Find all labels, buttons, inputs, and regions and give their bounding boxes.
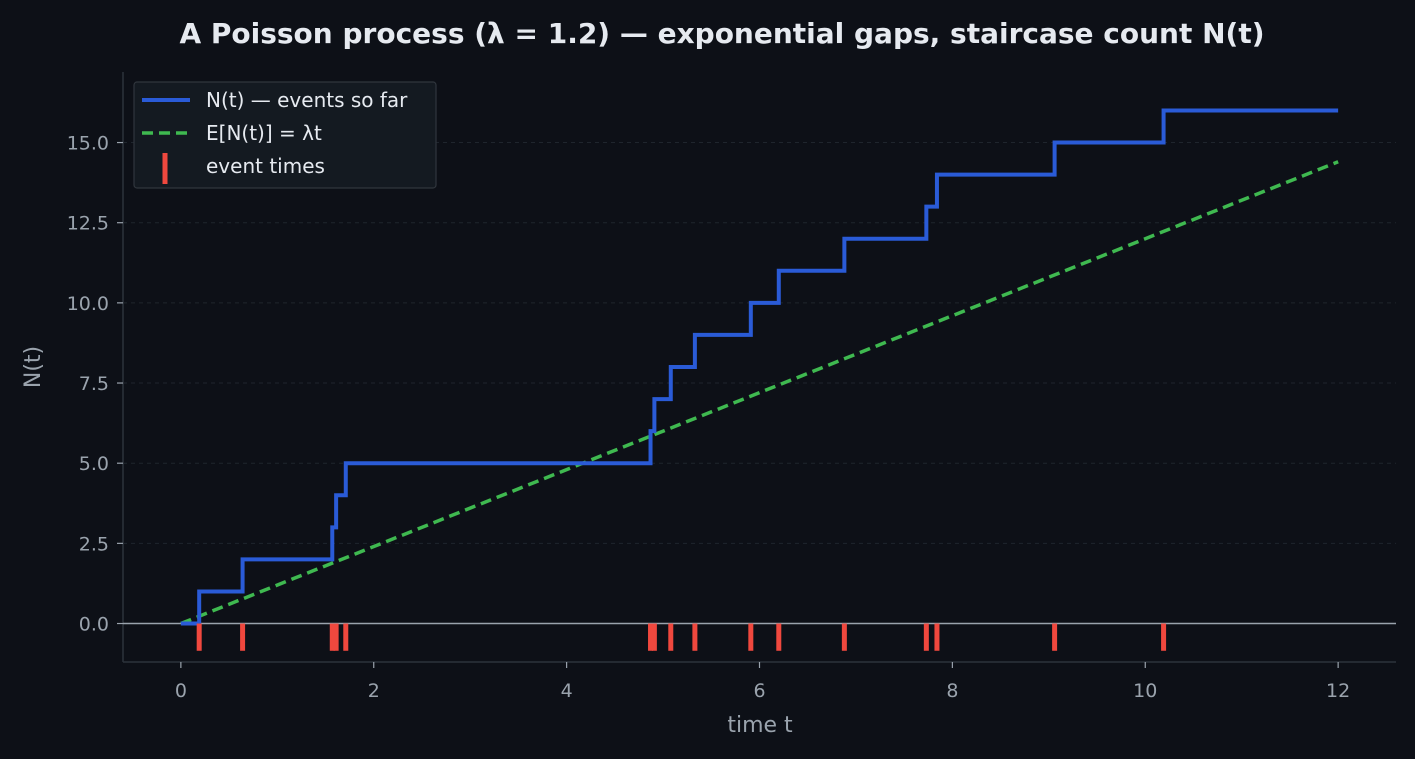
y-tick-label-6: 15.0 <box>67 133 109 155</box>
x-ticks: 0 2 4 6 8 10 12 <box>175 662 1350 702</box>
count-step-line <box>180 108 1339 626</box>
y-tick-label-0: 0.0 <box>79 614 109 636</box>
x-tick-label-0: 0 <box>175 680 187 702</box>
y-tick-label-3: 7.5 <box>79 373 109 395</box>
x-tick-label-3: 6 <box>753 680 765 702</box>
legend-box <box>133 81 437 189</box>
x-tick-label-1: 2 <box>368 680 380 702</box>
x-tick-label-5: 10 <box>1133 680 1157 702</box>
expected-line <box>180 160 1339 626</box>
y-tick-label-5: 12.5 <box>67 213 109 235</box>
event-time-ticks <box>196 623 1167 651</box>
x-tick-label-2: 4 <box>561 680 573 702</box>
chart-title: A Poisson process (λ = 1.2) — exponentia… <box>179 17 1264 50</box>
x-axis-label: time t <box>727 713 793 738</box>
grid-lines <box>123 142 1396 544</box>
y-tick-label-4: 10.0 <box>67 293 109 315</box>
y-axis-label: N(t) <box>21 346 46 388</box>
x-tick-label-4: 8 <box>946 680 958 702</box>
legend-label-count: N(t) — events so far <box>206 88 408 112</box>
y-ticks: 0.0 2.5 5.0 7.5 10.0 12.5 15.0 <box>67 133 123 636</box>
y-tick-label-1: 2.5 <box>79 533 109 555</box>
y-tick-label-2: 5.0 <box>79 453 109 475</box>
legend: N(t) — events so far E[N(t)] = λt event … <box>133 81 437 189</box>
legend-label-expected: E[N(t)] = λt <box>206 121 322 145</box>
legend-label-events: event times <box>206 154 325 178</box>
x-tick-label-6: 12 <box>1326 680 1350 702</box>
